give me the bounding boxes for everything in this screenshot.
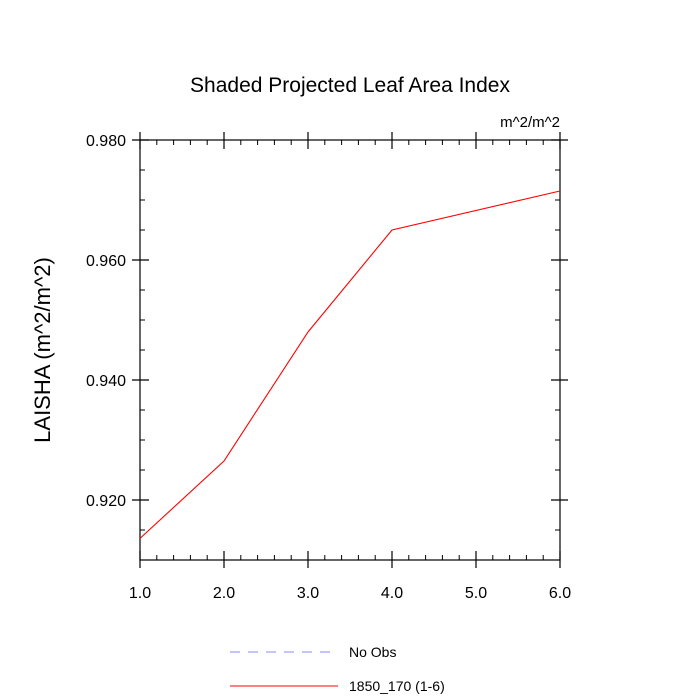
y-tick-label: 0.920	[86, 493, 126, 510]
x-tick-label: 1.0	[129, 585, 151, 602]
y-tick-label: 0.980	[86, 133, 126, 150]
legend: No Obs 1850_170 (1-6)	[230, 644, 445, 694]
y-axis-label: LAISHA (m^2/m^2)	[30, 257, 55, 443]
plot-frame	[139, 139, 561, 561]
units-label: m^2/m^2	[500, 114, 560, 131]
y-tick-label: 0.960	[86, 253, 126, 270]
x-tick-label: 2.0	[213, 585, 235, 602]
series-group	[139, 190, 561, 539]
legend-label: No Obs	[349, 644, 396, 660]
axis-ticks	[132, 132, 568, 568]
x-tick-label: 5.0	[465, 585, 487, 602]
chart-title: Shaded Projected Leaf Area Index	[190, 74, 510, 97]
x-tick-label: 6.0	[549, 585, 571, 602]
x-tick-label: 4.0	[381, 585, 403, 602]
axis-tick-labels: 0.920 0.940 0.960 0.980 1.0 2.0 3.0 4.0 5.0 6.0	[86, 133, 571, 602]
series-line	[139, 190, 561, 539]
legend-label: 1850_170 (1-6)	[349, 678, 445, 694]
y-tick-label: 0.940	[86, 373, 126, 390]
x-tick-label: 3.0	[297, 585, 319, 602]
